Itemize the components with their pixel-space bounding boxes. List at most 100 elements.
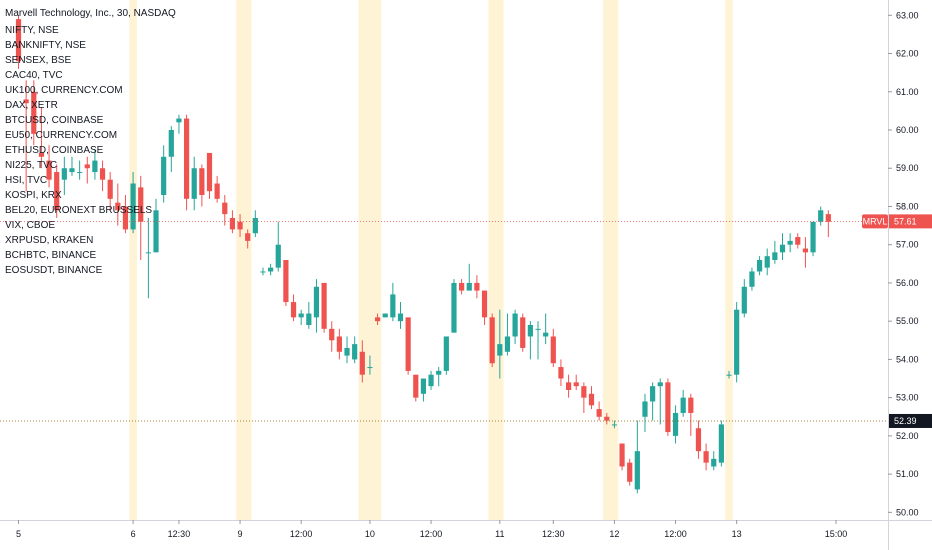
- candle[interactable]: [206, 152, 213, 199]
- compare-symbol[interactable]: EU50, CURRENCY.COM: [5, 130, 118, 141]
- candle[interactable]: [650, 382, 656, 421]
- candle[interactable]: [535, 321, 541, 360]
- candle[interactable]: [275, 221, 281, 272]
- candle[interactable]: [336, 328, 342, 360]
- candle[interactable]: [61, 156, 67, 195]
- compare-symbol[interactable]: DAX, XETR: [5, 100, 58, 111]
- candle[interactable]: [374, 313, 381, 325]
- candle[interactable]: [321, 282, 327, 333]
- candle[interactable]: [77, 160, 83, 180]
- candle[interactable]: [741, 279, 747, 318]
- candle[interactable]: [627, 458, 633, 486]
- candle[interactable]: [787, 233, 793, 253]
- candle[interactable]: [69, 156, 75, 176]
- candle[interactable]: [459, 279, 465, 295]
- candle[interactable]: [115, 183, 121, 226]
- candle[interactable]: [92, 149, 98, 180]
- candle[interactable]: [268, 263, 274, 276]
- candle[interactable]: [382, 313, 388, 318]
- candle[interactable]: [122, 195, 129, 234]
- candle[interactable]: [153, 198, 159, 253]
- candle[interactable]: [642, 393, 648, 433]
- candle[interactable]: [481, 290, 488, 325]
- candle[interactable]: [596, 401, 602, 421]
- candle[interactable]: [749, 267, 755, 291]
- compare-symbol[interactable]: EOSUSDT, BINANCE: [5, 265, 103, 276]
- candle[interactable]: [688, 393, 694, 436]
- compare-symbol[interactable]: ETHUSD, COINBASE: [5, 145, 104, 156]
- candle[interactable]: [84, 156, 90, 184]
- compare-symbol[interactable]: XRPUSD, KRAKEN: [5, 235, 94, 246]
- candle[interactable]: [344, 336, 350, 364]
- compare-symbol[interactable]: NIFTY, NSE: [5, 25, 59, 36]
- candle[interactable]: [237, 214, 243, 238]
- candle[interactable]: [260, 267, 266, 276]
- candle[interactable]: [130, 172, 136, 234]
- compare-symbol[interactable]: NI225, TVC: [5, 160, 58, 171]
- candle[interactable]: [359, 340, 365, 383]
- candle[interactable]: [222, 195, 228, 226]
- candle[interactable]: [329, 321, 335, 352]
- compare-symbol[interactable]: BTCUSD, COINBASE: [5, 115, 104, 126]
- time-axis[interactable]: 5 6 12:30 9 12:00 10 12:00 11 12:30 12 12:00 13 15:0…: [0, 520, 932, 550]
- candle[interactable]: [634, 420, 640, 494]
- candle[interactable]: [352, 336, 358, 364]
- candle[interactable]: [405, 317, 411, 375]
- candle[interactable]: [726, 370, 732, 379]
- candle[interactable]: [680, 390, 686, 417]
- compare-symbol[interactable]: CAC40, TVC: [5, 70, 63, 81]
- candle[interactable]: [810, 221, 816, 257]
- candle[interactable]: [619, 443, 625, 471]
- candle[interactable]: [711, 451, 717, 471]
- candle[interactable]: [474, 275, 480, 299]
- candle[interactable]: [734, 302, 740, 383]
- compare-symbol[interactable]: BEL20, EURONEXT BRUSSELS: [5, 205, 153, 216]
- candle[interactable]: [550, 328, 556, 368]
- candle[interactable]: [657, 378, 663, 425]
- candle[interactable]: [756, 256, 763, 276]
- candle[interactable]: [107, 172, 113, 211]
- candle[interactable]: [367, 355, 373, 375]
- candle[interactable]: [565, 374, 572, 398]
- candle[interactable]: [313, 279, 320, 333]
- candle[interactable]: [573, 374, 579, 390]
- candle[interactable]: [672, 405, 679, 444]
- candle[interactable]: [466, 263, 472, 291]
- candle[interactable]: [772, 240, 778, 264]
- candle[interactable]: [306, 302, 312, 329]
- candle[interactable]: [252, 210, 258, 238]
- candle[interactable]: [183, 114, 190, 211]
- compare-symbol[interactable]: VIX, CBOE: [5, 220, 56, 231]
- candle[interactable]: [818, 206, 824, 226]
- candle[interactable]: [15, 15, 22, 69]
- candle[interactable]: [543, 313, 549, 345]
- candle[interactable]: [390, 282, 396, 322]
- candle[interactable]: [298, 309, 304, 325]
- candle[interactable]: [581, 382, 587, 413]
- candle[interactable]: [38, 107, 45, 169]
- candle[interactable]: [604, 412, 610, 425]
- candle[interactable]: [420, 378, 427, 402]
- candle[interactable]: [611, 420, 618, 429]
- candle[interactable]: [283, 260, 289, 306]
- candle[interactable]: [290, 294, 297, 322]
- candle[interactable]: [504, 313, 511, 356]
- candle[interactable]: [527, 321, 533, 360]
- candle[interactable]: [718, 420, 724, 467]
- candle[interactable]: [825, 210, 831, 238]
- candle[interactable]: [397, 302, 404, 329]
- candle[interactable]: [161, 145, 167, 203]
- candle[interactable]: [802, 237, 809, 268]
- candle[interactable]: [588, 386, 595, 410]
- candle[interactable]: [229, 210, 236, 234]
- candle[interactable]: [451, 279, 457, 333]
- candle[interactable]: [138, 175, 144, 260]
- candle[interactable]: [176, 114, 182, 134]
- candle[interactable]: [764, 248, 770, 276]
- candle[interactable]: [46, 145, 52, 188]
- candle[interactable]: [191, 156, 197, 211]
- candle[interactable]: [214, 175, 220, 203]
- candle[interactable]: [199, 164, 205, 207]
- candle[interactable]: [23, 80, 29, 192]
